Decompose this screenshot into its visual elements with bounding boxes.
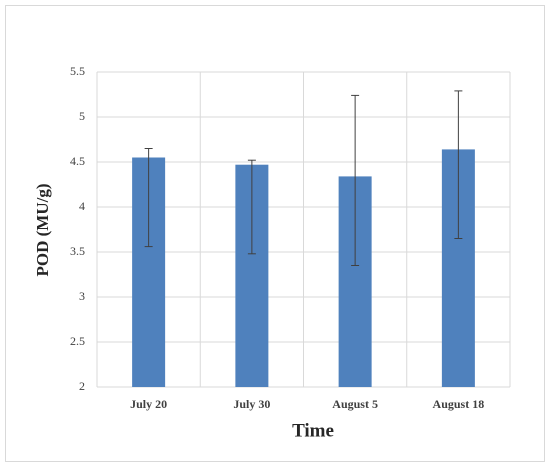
x-tick-label: August 5 [332, 397, 378, 411]
y-tick-label: 2.5 [70, 334, 85, 348]
y-axis-title: POD (MU/g) [33, 183, 52, 276]
y-tick-label: 2 [79, 379, 85, 393]
y-tick-label: 3 [79, 289, 85, 303]
y-tick-label: 5 [79, 109, 85, 123]
y-tick-label: 5.5 [70, 64, 85, 78]
y-tick-label: 4 [79, 199, 85, 213]
x-tick-label: July 20 [130, 397, 167, 411]
y-tick-label: 3.5 [70, 244, 85, 258]
x-tick-label: July 30 [233, 397, 270, 411]
x-tick-label: August 18 [433, 397, 485, 411]
y-tick-label: 4.5 [70, 154, 85, 168]
x-axis-title: Time [292, 420, 334, 441]
